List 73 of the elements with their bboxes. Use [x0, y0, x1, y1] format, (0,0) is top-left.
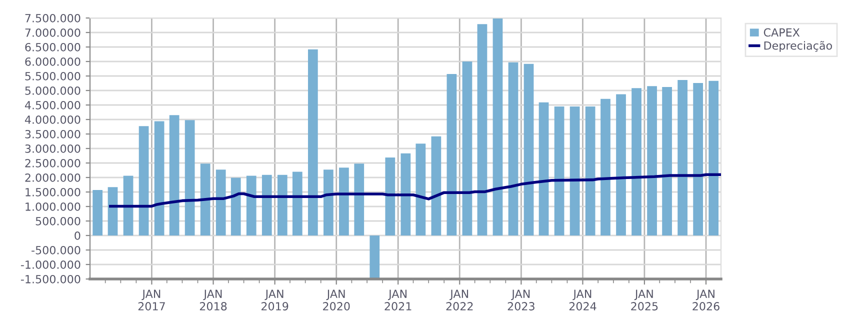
y-tick-label: 4.500.000 [24, 100, 80, 110]
x-tick-label: JAN 2019 [261, 290, 288, 310]
y-tick-label: 6.500.000 [25, 42, 80, 52]
x-tick-label: JAN 2020 [323, 290, 350, 310]
y-tick-label: 5.000.000 [25, 86, 80, 95]
bar [169, 115, 180, 236]
bar [123, 176, 134, 236]
y-tick-label: 5.500.000 [25, 72, 80, 80]
bar [492, 18, 503, 236]
x-tick-label: JAN 2024 [569, 290, 596, 310]
line-series [109, 173, 721, 208]
bar [616, 94, 626, 236]
bar [431, 136, 442, 236]
y-tick-label: 4.000.000 [24, 115, 80, 124]
bar [477, 24, 488, 236]
bar [216, 170, 226, 236]
bar [570, 106, 580, 236]
y-tick-label: 2.500.000 [25, 158, 80, 168]
bar [632, 88, 642, 236]
bar [292, 172, 302, 236]
bar [524, 64, 534, 236]
y-tick-label: -1.000.000 [20, 260, 80, 269]
y-tick-label: 2.000.000 [25, 173, 80, 182]
y-tick-label: 1.500.000 [26, 188, 80, 196]
bar [554, 106, 564, 236]
bar [416, 144, 426, 236]
bar [446, 74, 457, 236]
bar [154, 121, 164, 236]
bar [462, 62, 472, 236]
x-tick-label: JAN 2025 [631, 290, 658, 310]
bar [230, 178, 241, 236]
bar [600, 98, 610, 236]
bar [647, 86, 657, 236]
x-tick-label: JAN 2026 [692, 290, 720, 310]
legend-label: Depreciação [764, 40, 832, 52]
x-tick-label: JAN 2022 [446, 290, 473, 310]
y-tick-label: -500.000 [32, 246, 80, 254]
bar [184, 120, 195, 236]
legend-label: CAPEX [764, 28, 800, 37]
bar [138, 126, 149, 236]
bar [585, 106, 596, 236]
bar [262, 174, 272, 236]
y-tick-label: -1.500.000 [20, 274, 80, 284]
bar [400, 153, 411, 236]
bar [538, 102, 549, 236]
y-tick-label: 7.500.000 [25, 14, 80, 22]
x-tick-label: JAN 2017 [138, 290, 165, 310]
bar [678, 80, 688, 236]
y-tick-label: 6.000.000 [25, 57, 80, 66]
bar [246, 176, 256, 236]
bar [708, 80, 719, 236]
x-tick-label: JAN 2018 [200, 290, 227, 310]
bar [277, 174, 288, 236]
bar [324, 170, 334, 236]
bar [92, 190, 103, 236]
bar [200, 164, 210, 236]
bar [693, 82, 703, 236]
y-tick-label: 500.000 [36, 216, 80, 226]
y-tick-label: 3.500.000 [25, 130, 80, 138]
y-tick-label: 0 [74, 231, 80, 240]
bar [308, 49, 318, 236]
bar [108, 187, 118, 236]
y-tick-label: 1.000.000 [26, 202, 80, 211]
bar [339, 168, 349, 236]
y-tick-label: 3.000.000 [25, 144, 80, 153]
x-tick-label: JAN 2023 [508, 290, 534, 310]
bar [508, 62, 518, 236]
bar [662, 87, 672, 236]
bar [354, 164, 364, 236]
x-tick-label: JAN 2021 [384, 290, 412, 310]
y-tick-label: 7.000.000 [25, 28, 80, 37]
bar [385, 157, 396, 236]
bar [370, 236, 380, 279]
